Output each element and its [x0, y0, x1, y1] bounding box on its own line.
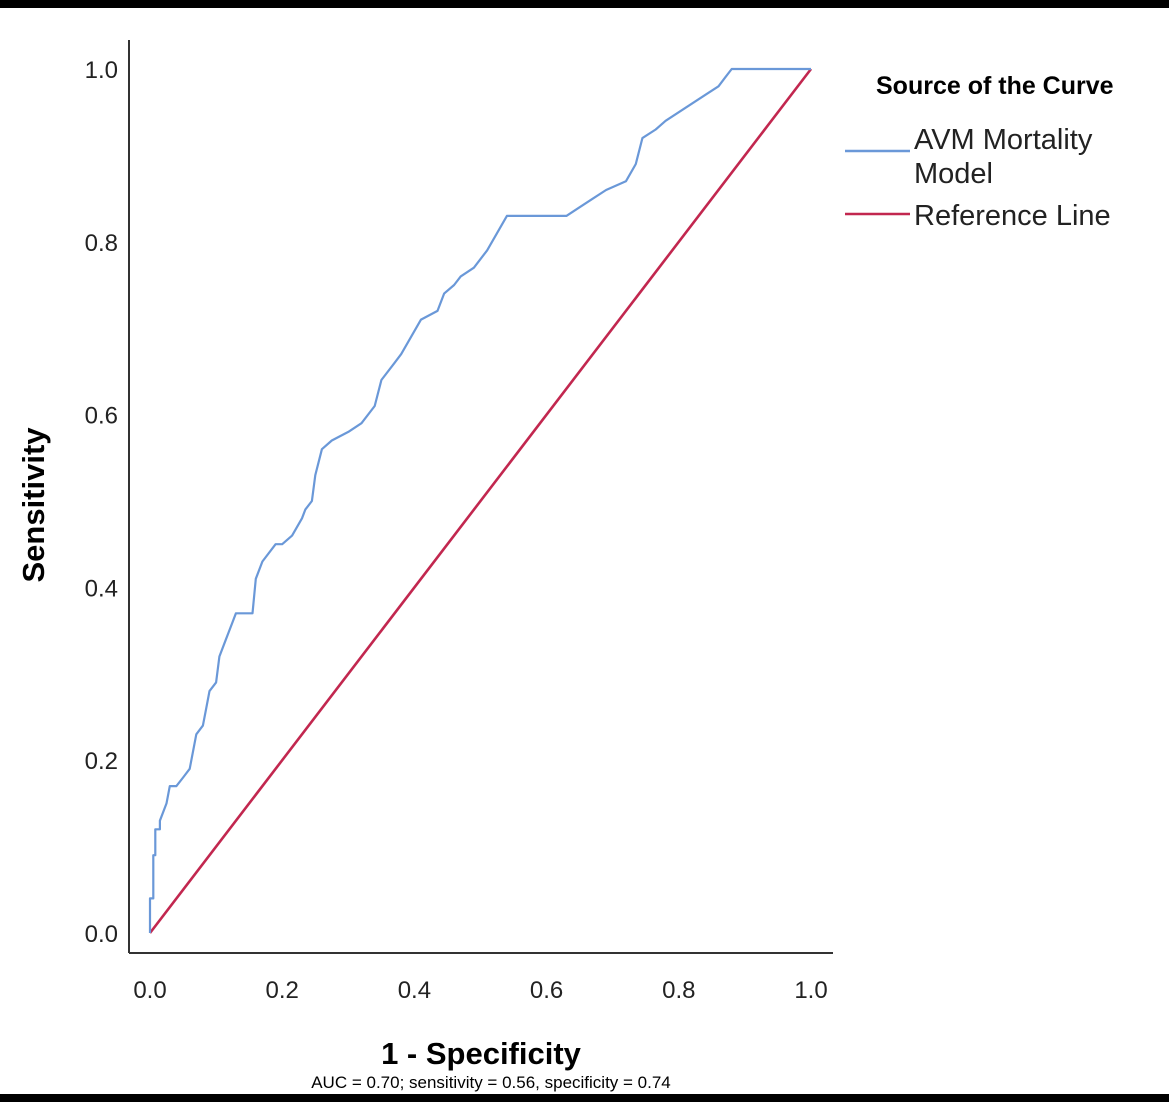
x-tick-label: 0.8 [662, 977, 695, 1004]
y-tick-label: 1.0 [85, 57, 118, 84]
x-tick-label: 1.0 [794, 977, 827, 1004]
y-tick-label: 0.0 [85, 921, 118, 948]
chart-canvas: 0.0 0.2 0.4 0.6 0.8 1.0 0.0 0.2 0.4 0.6 0.8 1.0 Sen… [0, 8, 1169, 1094]
y-tick-label: 0.6 [85, 403, 118, 430]
x-tick-label: 0.0 [133, 977, 166, 1004]
legend-label-avm-model-line1: AVM Mortality [914, 124, 1093, 156]
legend-title: Source of the Curve [876, 72, 1114, 100]
x-tick-label: 0.6 [530, 977, 563, 1004]
roc-chart: 0.0 0.2 0.4 0.6 0.8 1.0 0.0 0.2 0.4 0.6 0.8 1.0 Sen… [16, 40, 1114, 1092]
series-layer [148, 67, 813, 934]
y-tick-label: 0.4 [85, 575, 118, 602]
legend-label-avm-model-line2: Model [914, 158, 993, 190]
y-tick-label: 0.2 [85, 748, 118, 775]
series-line-avm-mortality-model [148, 67, 811, 933]
caption: AUC = 0.70; sensitivity = 0.56, specific… [311, 1073, 671, 1092]
x-axis-title: 1 - Specificity [381, 1036, 582, 1071]
legend-label-reference-line: Reference Line [914, 200, 1111, 232]
x-tick-label: 0.2 [266, 977, 299, 1004]
y-tick-label: 0.8 [85, 230, 118, 257]
x-tick-label: 0.4 [398, 977, 431, 1004]
ticks-layer: 0.0 0.2 0.4 0.6 0.8 1.0 0.0 0.2 0.4 0.6 0.8 1.0 [85, 57, 828, 1004]
legend: Source of the Curve AVM Mortality Model … [845, 72, 1114, 232]
y-axis-title: Sensitivity [16, 427, 51, 583]
series-line-reference [148, 68, 813, 934]
